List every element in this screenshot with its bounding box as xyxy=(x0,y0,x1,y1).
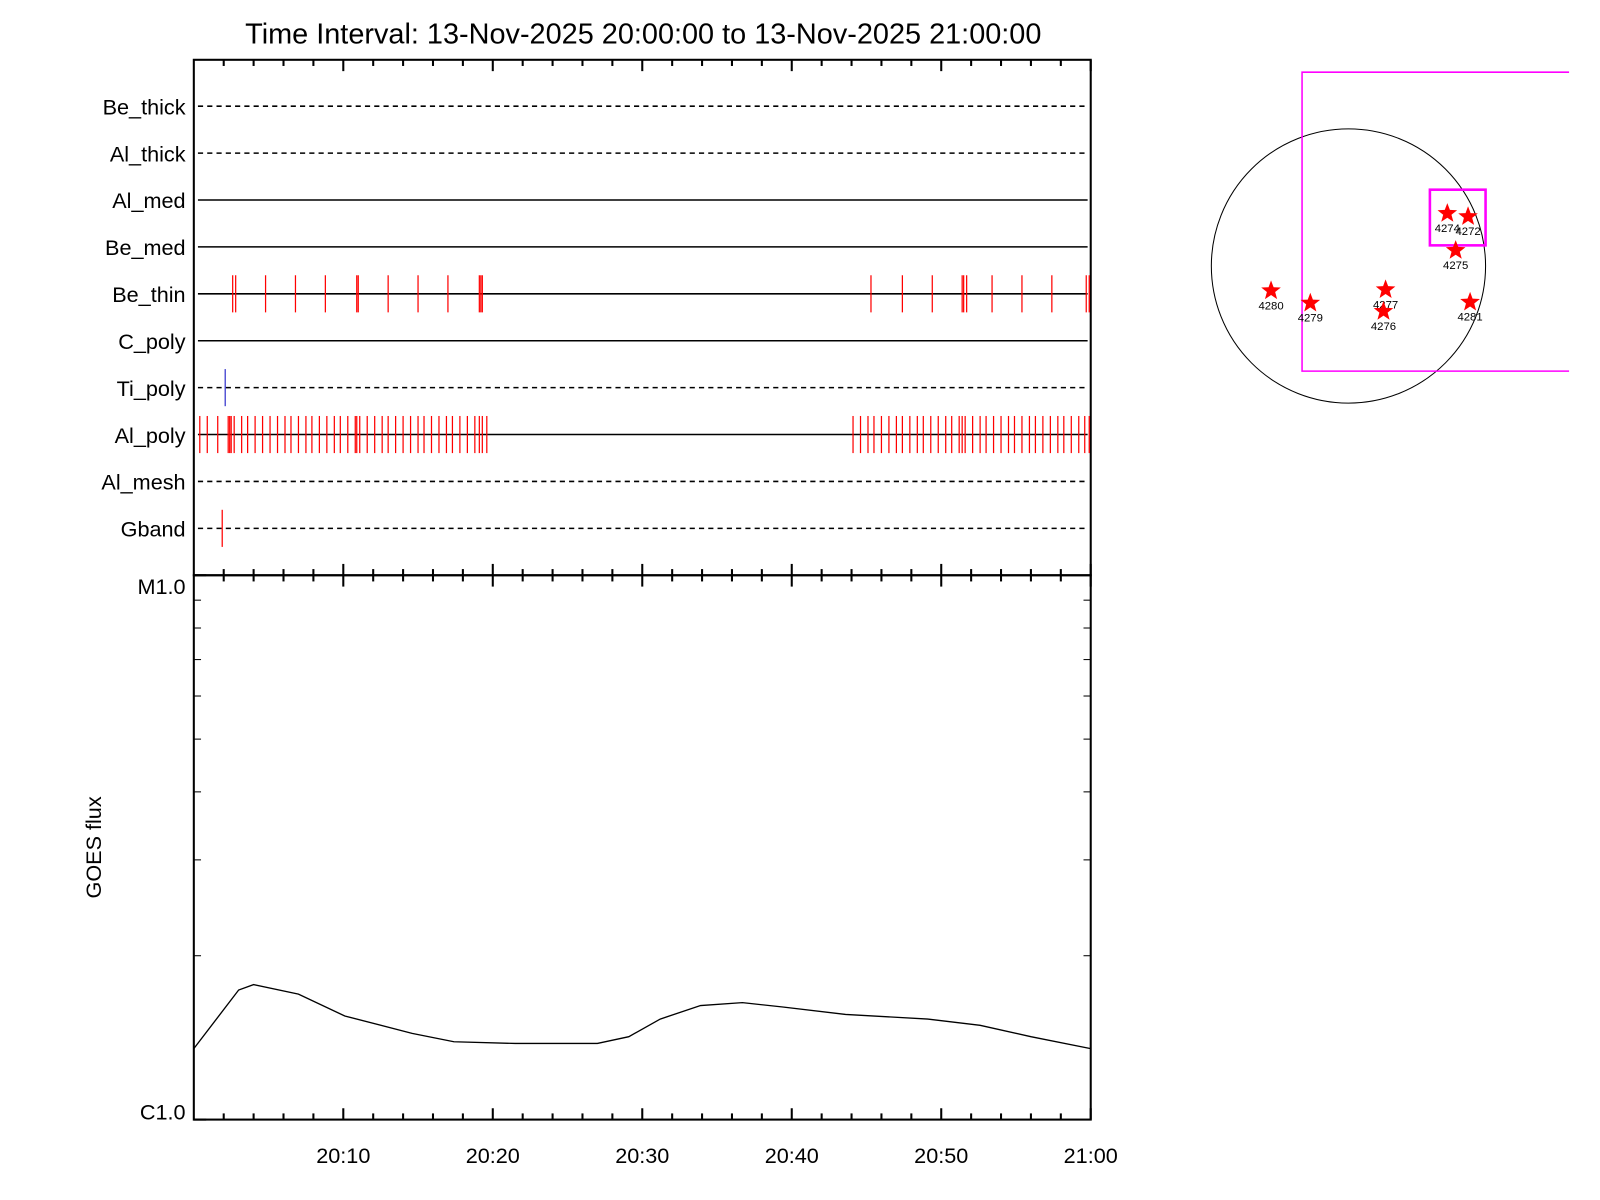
filter-label: Al_mesh xyxy=(101,470,185,495)
top-frame xyxy=(192,58,1092,577)
filter-label: Be_med xyxy=(105,235,186,260)
target-box xyxy=(1428,188,1487,247)
region-label: 4280 xyxy=(1258,300,1283,312)
y-axis-label: GOES flux xyxy=(81,796,106,898)
region-star xyxy=(1458,206,1478,225)
region-star xyxy=(1460,291,1480,311)
x-tick-label: 20:20 xyxy=(466,1143,520,1168)
x-tick-label: 21:00 xyxy=(1064,1143,1118,1168)
x-tick-label: 20:50 xyxy=(914,1143,968,1168)
filter-label: Al_thick xyxy=(110,141,186,166)
region-label: 4281 xyxy=(1457,312,1482,324)
fov-box xyxy=(1301,71,1570,372)
filter-label: Ti_poly xyxy=(117,376,186,401)
solar-disk xyxy=(1210,128,1487,404)
y-tick-label: M1.0 xyxy=(137,574,185,599)
x-tick-label: 20:10 xyxy=(316,1143,370,1168)
filter-label: Gband xyxy=(121,517,186,542)
filter-label: Al_med xyxy=(112,188,185,213)
region-label: 4275 xyxy=(1443,260,1468,272)
x-tick-label: 20:40 xyxy=(765,1143,819,1168)
region-star xyxy=(1373,301,1394,320)
region-star xyxy=(1445,240,1466,259)
filter-label: Be_thick xyxy=(103,94,186,119)
filter-label: C_poly xyxy=(118,329,186,354)
x-tick-label: 20:30 xyxy=(615,1143,669,1168)
bottom-frame xyxy=(192,574,1092,1121)
region-label: 4274 xyxy=(1435,223,1460,235)
y-tick-label: C1.0 xyxy=(140,1100,186,1125)
region-star xyxy=(1300,292,1321,312)
chart-title: Time Interval: 13-Nov-2025 20:00:00 to 1… xyxy=(245,18,1041,50)
filter-label: Al_poly xyxy=(115,423,186,448)
filter-label: Be_thin xyxy=(112,282,185,307)
region-label: 4279 xyxy=(1298,313,1323,325)
region-label: 4276 xyxy=(1371,321,1396,333)
sun-map xyxy=(1210,71,1570,404)
goes-curve xyxy=(193,983,1091,1050)
region-star xyxy=(1375,279,1396,299)
region-star xyxy=(1261,280,1281,300)
region-label: 4272 xyxy=(1455,226,1480,238)
region-star xyxy=(1437,203,1458,222)
